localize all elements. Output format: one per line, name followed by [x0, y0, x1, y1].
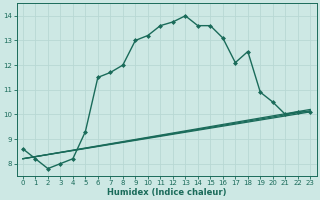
X-axis label: Humidex (Indice chaleur): Humidex (Indice chaleur)	[107, 188, 226, 197]
